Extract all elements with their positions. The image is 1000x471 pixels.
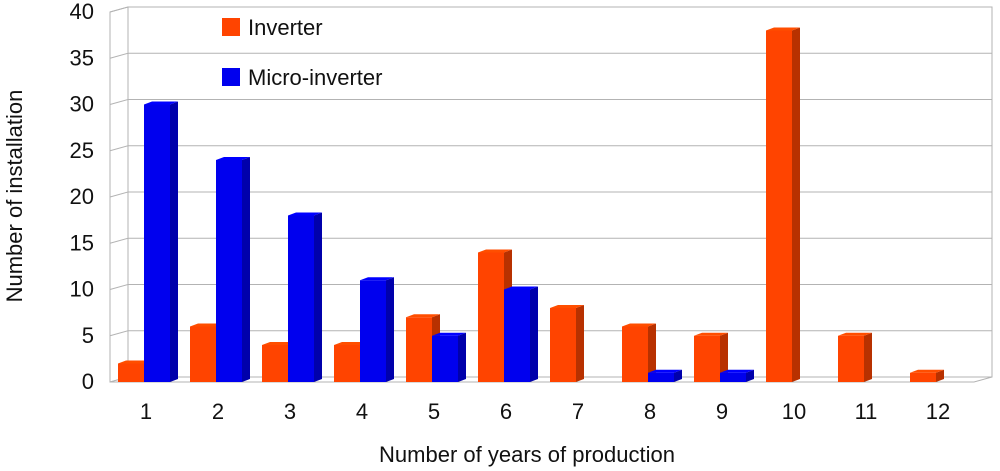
x-tick-label: 12 bbox=[926, 399, 950, 424]
bar-inverter-10 bbox=[766, 27, 800, 382]
gridline bbox=[109, 237, 992, 244]
y-axis-ticks: 0 5 10 15 20 25 30 35 40 bbox=[70, 0, 94, 394]
legend-swatch bbox=[222, 18, 240, 36]
gridline bbox=[109, 330, 992, 337]
x-tick-label: 9 bbox=[716, 399, 728, 424]
bar-micro-inverter-3 bbox=[288, 212, 322, 382]
y-tick-label: 25 bbox=[70, 138, 94, 163]
bar-micro-inverter-6 bbox=[504, 286, 538, 382]
x-tick-label: 4 bbox=[356, 399, 368, 424]
bar-micro-inverter-1 bbox=[144, 101, 178, 382]
y-tick-label: 20 bbox=[70, 184, 94, 209]
x-tick-label: 5 bbox=[428, 399, 440, 424]
y-tick-label: 15 bbox=[70, 230, 94, 255]
x-axis-ticks: 1 2 3 4 5 6 7 8 9 10 11 12 bbox=[140, 399, 950, 424]
bar-micro-inverter-4 bbox=[360, 277, 394, 382]
bars bbox=[118, 27, 944, 382]
bar-micro-inverter-5 bbox=[432, 332, 466, 382]
x-tick-label: 3 bbox=[284, 399, 296, 424]
y-axis-title: Number of installation bbox=[2, 90, 27, 303]
bar-micro-inverter-2 bbox=[216, 157, 250, 382]
gridlines bbox=[109, 6, 992, 337]
bar-inverter-12 bbox=[910, 369, 944, 382]
gridline bbox=[109, 191, 992, 198]
y-tick-label: 35 bbox=[70, 45, 94, 70]
x-tick-label: 2 bbox=[212, 399, 224, 424]
bar-micro-inverter-9 bbox=[720, 369, 754, 382]
y-tick-label: 40 bbox=[70, 0, 94, 24]
x-tick-label: 1 bbox=[140, 399, 152, 424]
gridline bbox=[109, 284, 992, 290]
gridline bbox=[109, 145, 992, 152]
legend-label: Inverter bbox=[248, 15, 323, 40]
bar-inverter-8 bbox=[622, 323, 656, 382]
y-tick-label: 30 bbox=[70, 92, 94, 117]
y-tick-label: 0 bbox=[82, 369, 94, 394]
bar-micro-inverter-8 bbox=[648, 369, 682, 382]
x-tick-label: 8 bbox=[644, 399, 656, 424]
gridline bbox=[109, 6, 992, 13]
bar-inverter-9 bbox=[694, 332, 728, 382]
bar-inverter-7 bbox=[550, 305, 584, 382]
x-tick-label: 11 bbox=[855, 399, 878, 424]
gridline bbox=[109, 52, 992, 59]
y-tick-label: 5 bbox=[82, 323, 94, 348]
x-tick-label: 7 bbox=[572, 399, 584, 424]
legend-label: Micro-inverter bbox=[248, 65, 382, 90]
legend-swatch bbox=[222, 68, 240, 86]
x-tick-label: 10 bbox=[782, 399, 806, 424]
gridline bbox=[109, 99, 992, 105]
x-axis-title: Number of years of production bbox=[379, 442, 675, 467]
bar-inverter-11 bbox=[838, 332, 872, 382]
x-tick-label: 6 bbox=[500, 399, 512, 424]
y-tick-label: 10 bbox=[70, 277, 94, 302]
legend: Inverter Micro-inverter bbox=[222, 15, 382, 90]
